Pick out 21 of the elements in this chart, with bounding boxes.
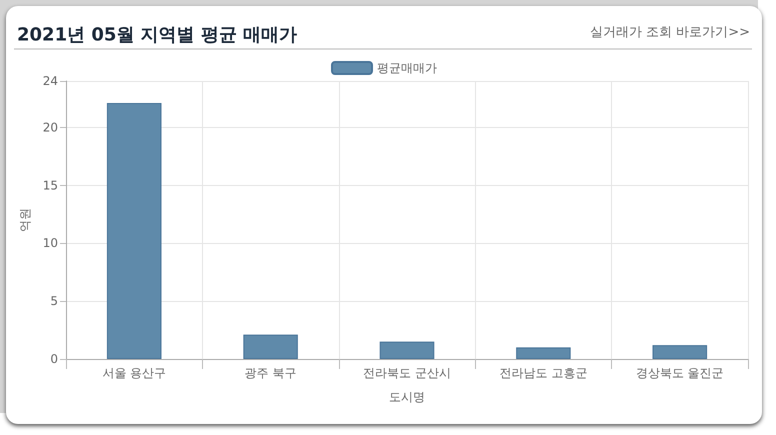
- x-tick-label: 광주 북구: [244, 366, 297, 380]
- bar: [243, 334, 298, 359]
- text: 실거래가 조회 바로가기>>: [590, 25, 750, 40]
- chart-title: 2021년 05월 지역별 평균 매매가: [17, 24, 298, 46]
- x-tick-label: 전라북도 군산시: [363, 366, 451, 380]
- x-tick-label: 전라남도 고흥군: [499, 366, 588, 380]
- y-axis-title: 억원: [18, 208, 32, 232]
- bar: [516, 347, 571, 359]
- y-tick-label: 20: [42, 120, 58, 134]
- y-tick-label: 5: [50, 294, 58, 308]
- legend-label: 평균매매가: [377, 61, 437, 75]
- x-axis-title: 도시명: [389, 390, 425, 404]
- bar: [380, 342, 434, 359]
- y-tick-label: 0: [50, 352, 58, 366]
- y-tick-label: 10: [42, 236, 58, 250]
- bar: [106, 103, 162, 359]
- x-tick-label: 경상북도 울진군: [636, 366, 724, 380]
- y-tick-label: 24: [42, 74, 58, 88]
- x-tick-label: 서울 용산구: [102, 366, 166, 380]
- bar: [652, 345, 708, 359]
- y-tick-label: 15: [42, 178, 58, 192]
